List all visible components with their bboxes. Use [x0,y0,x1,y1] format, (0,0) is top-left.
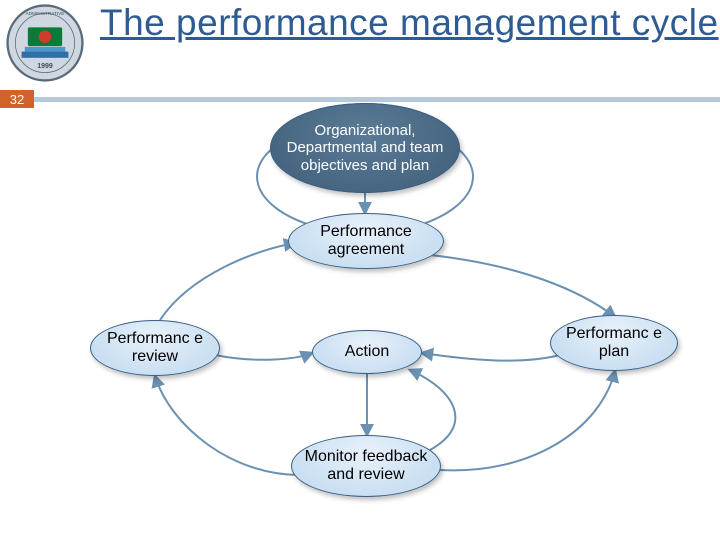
node-review: Performanc e review [90,320,220,376]
edge-monitor-plan-b [440,371,615,470]
node-plan: Performanc e plan [550,315,678,371]
edge-plan-action [422,353,560,361]
node-label-action: Action [339,339,395,365]
node-label-org: Organizational, Departmental and team ob… [270,118,460,178]
node-label-review: Performanc e review [90,326,220,371]
node-label-plan: Performanc e plan [550,321,678,366]
svg-text:1999: 1999 [37,63,53,70]
node-label-agree: Performance agreement [288,219,444,264]
org-logo: ADMINISTRATIVE 1999 [6,4,84,82]
node-label-monitor: Monitor feedback and review [291,444,441,489]
node-action: Action [312,330,422,374]
svg-text:ADMINISTRATIVE: ADMINISTRATIVE [26,11,65,16]
node-agree: Performance agreement [288,213,444,269]
node-org: Organizational, Departmental and team ob… [270,103,460,193]
edge-review-action-l [215,353,312,360]
cycle-diagram: Organizational, Departmental and team ob… [0,95,720,540]
slide-title: The performance management cycle [100,2,719,45]
node-monitor: Monitor feedback and review [291,435,441,497]
edge-review-agree [160,243,295,320]
edge-agree-plan [430,255,615,317]
edge-monitor-review [155,376,300,475]
